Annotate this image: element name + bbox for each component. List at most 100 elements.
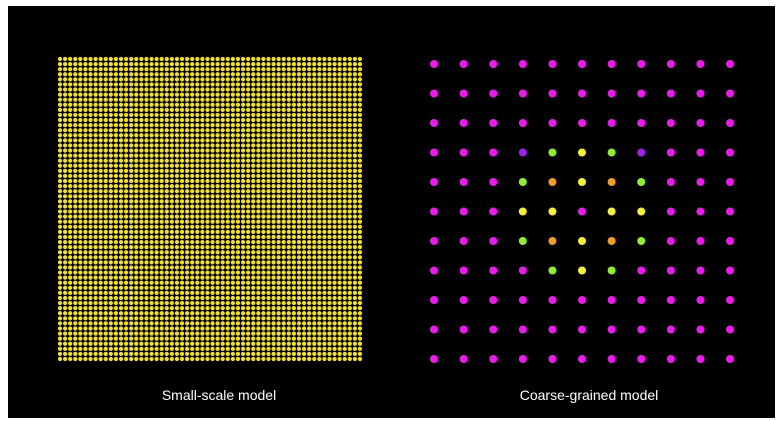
fine-dot [57, 336, 63, 341]
coarse-dot-magenta [696, 237, 705, 245]
fine-dot [134, 117, 139, 123]
fine-dot [169, 250, 174, 255]
fine-dot [159, 168, 164, 173]
fine-dot [307, 265, 312, 270]
fine-dot [220, 316, 225, 321]
fine-dot [164, 285, 169, 290]
fine-dot [139, 204, 144, 209]
fine-dot [98, 92, 103, 97]
fine-dot [88, 295, 93, 301]
fine-dot [332, 341, 337, 346]
fine-dot [169, 300, 174, 306]
fine-dot [352, 295, 358, 301]
fine-dot [169, 260, 174, 265]
fine-dot [103, 112, 108, 118]
fine-dot [98, 351, 103, 357]
fine-dot [312, 189, 317, 194]
fine-dot [149, 245, 154, 250]
fine-dot [317, 275, 322, 280]
fine-dot [98, 239, 103, 245]
fine-dot [159, 306, 164, 311]
fine-dot [205, 229, 210, 234]
fine-dot [332, 178, 337, 184]
fine-dot [73, 316, 78, 321]
fine-dot [301, 204, 307, 209]
coarse-dot-magenta [666, 237, 675, 245]
fine-dot [174, 326, 180, 331]
fine-dot [296, 123, 302, 128]
fine-dot [301, 194, 307, 199]
fine-dot [83, 326, 88, 331]
fine-dot [215, 300, 220, 306]
fine-dot [271, 194, 276, 199]
fine-dot [312, 184, 317, 189]
fine-dot [266, 270, 271, 275]
fine-dot [210, 234, 215, 240]
fine-dot [57, 123, 63, 128]
coarse-dot-magenta [578, 355, 586, 363]
fine-dot [276, 163, 281, 168]
coarse-dot-magenta [726, 266, 734, 275]
fine-dot [332, 143, 337, 148]
fine-dot [124, 326, 129, 331]
fine-dot [88, 219, 93, 224]
fine-dot [220, 356, 225, 362]
fine-dot [98, 250, 103, 255]
fine-dot [312, 356, 317, 362]
fine-dot [210, 336, 215, 341]
fine-dot [108, 295, 113, 301]
coarse-dot-magenta [666, 178, 675, 186]
fine-dot [200, 72, 205, 77]
fine-dot [200, 173, 205, 179]
fine-dot [83, 265, 88, 270]
fine-dot [215, 143, 220, 148]
fine-dot [124, 219, 129, 224]
fine-dot [215, 234, 220, 240]
fine-dot [159, 128, 164, 133]
fine-dot [347, 178, 352, 184]
fine-dot [174, 173, 180, 179]
fine-dot [73, 275, 78, 280]
fine-dot [251, 245, 256, 250]
fine-dot [185, 224, 190, 229]
fine-dot [108, 300, 113, 306]
fine-dot [291, 184, 296, 189]
fine-dot [307, 280, 312, 285]
fine-dot [296, 163, 302, 168]
fine-dot [200, 321, 205, 326]
fine-dot [169, 112, 174, 118]
fine-dot [286, 184, 291, 189]
fine-dot [149, 331, 154, 336]
fine-dot [78, 128, 83, 133]
fine-dot [98, 199, 103, 204]
fine-dot [118, 270, 124, 275]
fine-dot [73, 250, 78, 255]
coarse-grained-caption: Coarse-grained model [519, 387, 659, 403]
fine-dot [78, 158, 83, 163]
fine-dot [144, 153, 149, 158]
fine-dot [225, 356, 230, 362]
fine-dot [322, 346, 327, 351]
fine-dot [246, 153, 251, 158]
coarse-dot-magenta [578, 207, 586, 216]
fine-dot [144, 61, 149, 67]
fine-dot [103, 92, 108, 97]
fine-dot [337, 275, 342, 280]
fine-dot [266, 224, 271, 229]
fine-dot [68, 92, 73, 97]
fine-dot [149, 168, 154, 173]
fine-dot [225, 311, 230, 316]
fine-dot [215, 102, 220, 107]
fine-dot [190, 153, 195, 158]
fine-dot [113, 255, 119, 260]
fine-dot [103, 270, 108, 275]
fine-dot [103, 209, 108, 214]
fine-dot [296, 300, 302, 306]
fine-dot [149, 138, 154, 143]
fine-dot [73, 133, 78, 138]
fine-dot [195, 234, 200, 240]
fine-dot [317, 87, 322, 92]
fine-dot [301, 112, 307, 118]
fine-dot [301, 143, 307, 148]
fine-dot [83, 178, 88, 184]
